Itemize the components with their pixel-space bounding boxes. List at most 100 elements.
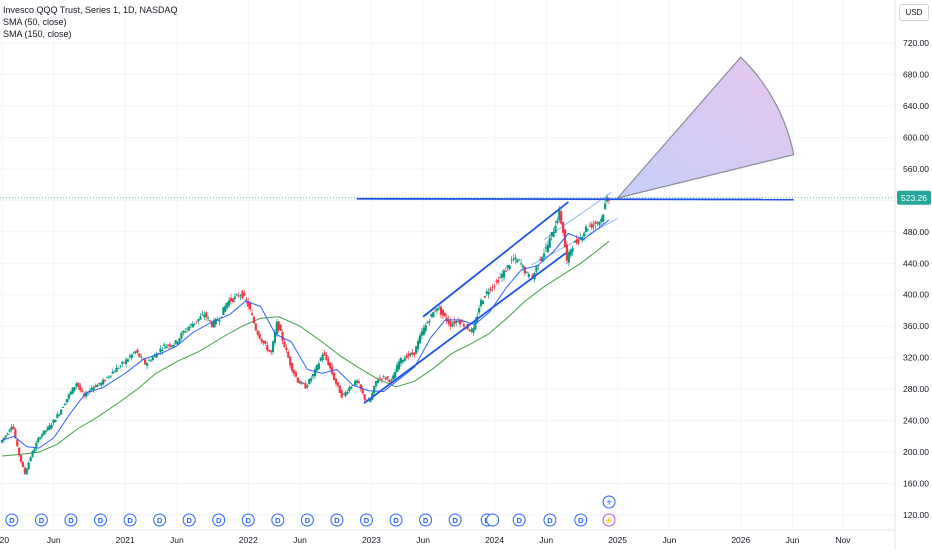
y-tick-label: 160.00 [903,479,929,489]
candle-body [92,386,95,390]
dividend-icon[interactable]: D [300,513,314,527]
dividend-icon[interactable]: D [330,513,344,527]
candle-body [4,435,7,438]
candle-body [46,427,49,431]
candle-body [86,393,89,395]
candle-body [294,372,298,377]
dividend-icon[interactable]: D [64,513,78,527]
candle-body [424,325,427,332]
sma50-legend[interactable]: SMA (50, close) [3,17,67,27]
candle-body [281,331,284,341]
candle-body [478,308,481,313]
dividend-icon[interactable]: D [271,513,285,527]
dividend-icon[interactable]: D [153,513,167,527]
dividend-letter: D [216,516,222,525]
dividend-icon[interactable]: D [512,513,526,527]
x-tick-label: Jun [47,535,61,545]
price-axis[interactable]: 120.00 160.00 200.00 240.00 280.00 320.00 360.… [894,0,931,550]
candle-body [203,315,206,318]
symbol-title[interactable]: Invesco QQQ Trust, Series 1, 1D, NASDAQ [3,5,178,15]
candle-body [344,392,347,397]
candle-body [594,221,597,224]
candle-body [271,341,275,353]
candle-body [468,330,471,332]
candle-body [409,353,412,356]
dividend-icon[interactable]: D [574,513,588,527]
candle-body [260,338,263,342]
dividend-letter: D [275,516,281,525]
candle-body [353,380,357,386]
candle-body [168,344,172,347]
candle-body [195,320,198,322]
candle-body [151,357,154,361]
candle-body [342,393,345,395]
sma50-line [1,219,610,449]
candle-body [113,371,116,373]
candle-body [401,360,404,363]
dividend-icon[interactable]: D [34,513,48,527]
candle-body [252,316,256,324]
candle-body [214,318,217,325]
candle-body [264,341,267,344]
x-tick-label: Jun [539,535,553,545]
x-tick-label: 2025 [608,535,627,545]
dividend-badge [212,513,226,527]
dividend-badge [300,513,314,527]
candle-body [136,349,139,353]
candle-body [531,274,534,278]
dividend-icon[interactable]: D [94,513,108,527]
resistance-line [356,197,794,201]
candle-body [289,356,292,366]
candle-body [384,377,387,380]
candle-body [416,341,420,350]
candle-body [119,365,122,367]
candle-body [523,267,527,274]
time-axis[interactable]: 020 Jun 2021 Jun 2022 Jun 2023 Jun 2024 Jun 2025 Ju… [0,529,895,545]
dividend-icon[interactable]: D [359,513,373,527]
dividend-icon[interactable]: D [212,513,226,527]
candle-body [273,332,277,343]
x-tick-label: 2021 [116,535,135,545]
candle-body [449,320,452,327]
currency-selector[interactable]: USD [899,4,929,21]
candle-body [604,203,607,209]
candle-body [575,239,578,243]
candle-body [258,333,261,339]
candle-body [317,363,320,370]
lower-channel-trendline [363,252,567,405]
dividend-letter: D [578,516,584,525]
dividend-icon[interactable]: D [389,513,403,527]
candle-body [374,381,378,387]
dividend-icon[interactable]: D [419,513,433,527]
dividend-icon[interactable]: D [123,513,137,527]
candle-body [546,244,549,253]
candle-body [109,375,112,377]
sma150-legend[interactable]: SMA (150, close) [3,29,72,39]
candle-body [422,327,425,335]
lightning-icon[interactable]: ⚡ [602,513,616,527]
dividend-icon[interactable]: D [543,513,557,527]
candle-body [12,426,15,430]
candle-body [123,362,126,364]
dividend-icon[interactable]: D [448,513,462,527]
candle-body [155,353,158,358]
dividend-icon[interactable]: D [241,513,255,527]
x-tick-label: Nov [835,535,851,545]
x-tick-label: 2024 [485,535,504,545]
candle-body [58,414,61,416]
candle-body [552,231,555,237]
add-event-icon[interactable]: + [602,495,616,509]
drawing-tools [531,56,795,266]
candle-body [378,377,381,379]
candle-body [518,259,521,261]
candle-body [228,300,231,306]
dividend-letter: D [452,516,458,525]
dividend-letter: D [68,516,74,525]
candle-body [457,321,460,322]
candle-body [84,392,88,397]
dividend-icon[interactable]: D [5,513,19,527]
dividend-icon[interactable]: D [182,513,196,527]
candle-body [39,437,42,439]
